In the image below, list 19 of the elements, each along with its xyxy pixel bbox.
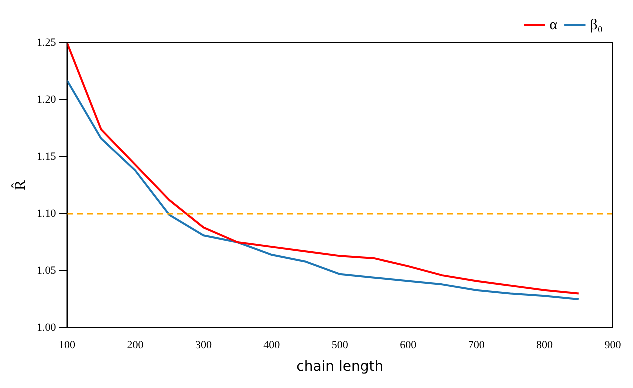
x-tick-label: 100 <box>59 339 76 352</box>
legend-label: α <box>550 17 558 34</box>
x-tick-label: 500 <box>332 339 349 352</box>
y-tick-label: 1.20 <box>37 94 57 106</box>
x-tick-label: 400 <box>264 339 281 352</box>
y-tick-label: 1.05 <box>37 264 57 277</box>
y-tick-label: 1.00 <box>37 322 57 334</box>
x-tick-label: 800 <box>536 339 554 352</box>
y-tick-label: 1.10 <box>37 208 57 220</box>
x-tick-label: 700 <box>468 339 486 352</box>
x-tick-label: 300 <box>195 339 212 352</box>
y-axis-title: R̂ <box>10 180 29 191</box>
x-tick-label: 200 <box>127 339 144 352</box>
x-tick-label: 900 <box>604 339 622 352</box>
y-tick-label: 1.25 <box>37 36 57 49</box>
x-axis-title: chain length <box>296 359 384 376</box>
y-tick-label: 1.15 <box>37 150 57 163</box>
x-tick-label: 600 <box>400 339 418 352</box>
legend-label: β₀ <box>590 17 604 34</box>
